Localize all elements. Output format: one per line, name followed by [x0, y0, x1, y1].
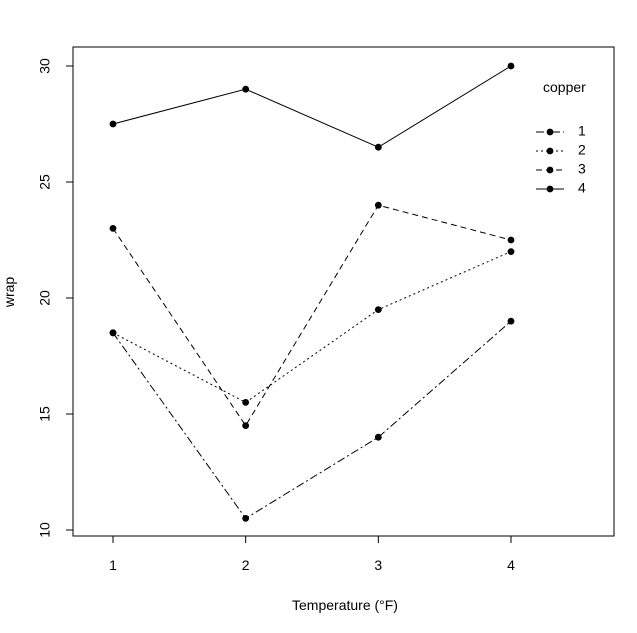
y-axis-label: wrap: [1, 277, 17, 309]
data-point: [507, 236, 515, 244]
series-line-copper-3: [112, 204, 512, 427]
data-point: [507, 62, 515, 70]
y-tick-label: 30: [37, 58, 53, 74]
legend-title: copper: [543, 79, 586, 95]
legend-marker: [546, 147, 554, 155]
y-axis: 10 15 20 25 30: [37, 58, 74, 538]
legend-label: 4: [578, 180, 586, 196]
y-tick-label: 20: [37, 290, 53, 306]
data-point: [109, 120, 117, 128]
data-point: [374, 201, 382, 209]
legend-marker: [546, 166, 554, 174]
series-line-copper-2: [112, 251, 512, 403]
legend: copper 1 2 3 4: [536, 79, 586, 196]
legend-label: 1: [578, 123, 586, 139]
data-point: [374, 306, 382, 313]
legend-marker: [546, 128, 554, 136]
x-axis-label: Temperature (°F): [292, 597, 398, 613]
data-point: [242, 515, 250, 522]
x-axis: 1 2 3 4: [109, 535, 515, 573]
data-point: [242, 399, 250, 406]
y-tick-label: 25: [37, 174, 53, 190]
x-tick-label: 4: [507, 557, 515, 573]
data-point: [109, 225, 117, 232]
x-tick-label: 2: [242, 557, 250, 573]
x-tick-label: 3: [374, 557, 382, 573]
data-point: [507, 317, 515, 325]
data-point: [507, 248, 515, 256]
legend-label: 3: [578, 161, 586, 177]
legend-marker: [546, 185, 554, 193]
x-tick-label: 1: [109, 557, 117, 573]
data-point: [109, 329, 117, 337]
legend-label: 2: [578, 142, 586, 158]
data-point: [374, 433, 382, 441]
data-point: [374, 143, 382, 151]
plot-frame: [72, 46, 615, 537]
data-point: [242, 85, 250, 93]
series-line-copper-1: [112, 320, 512, 520]
series-layer: [109, 62, 515, 522]
series-line-copper-4: [112, 65, 512, 148]
y-tick-label: 15: [37, 406, 53, 422]
data-point: [242, 422, 250, 429]
y-tick-label: 10: [37, 522, 53, 538]
